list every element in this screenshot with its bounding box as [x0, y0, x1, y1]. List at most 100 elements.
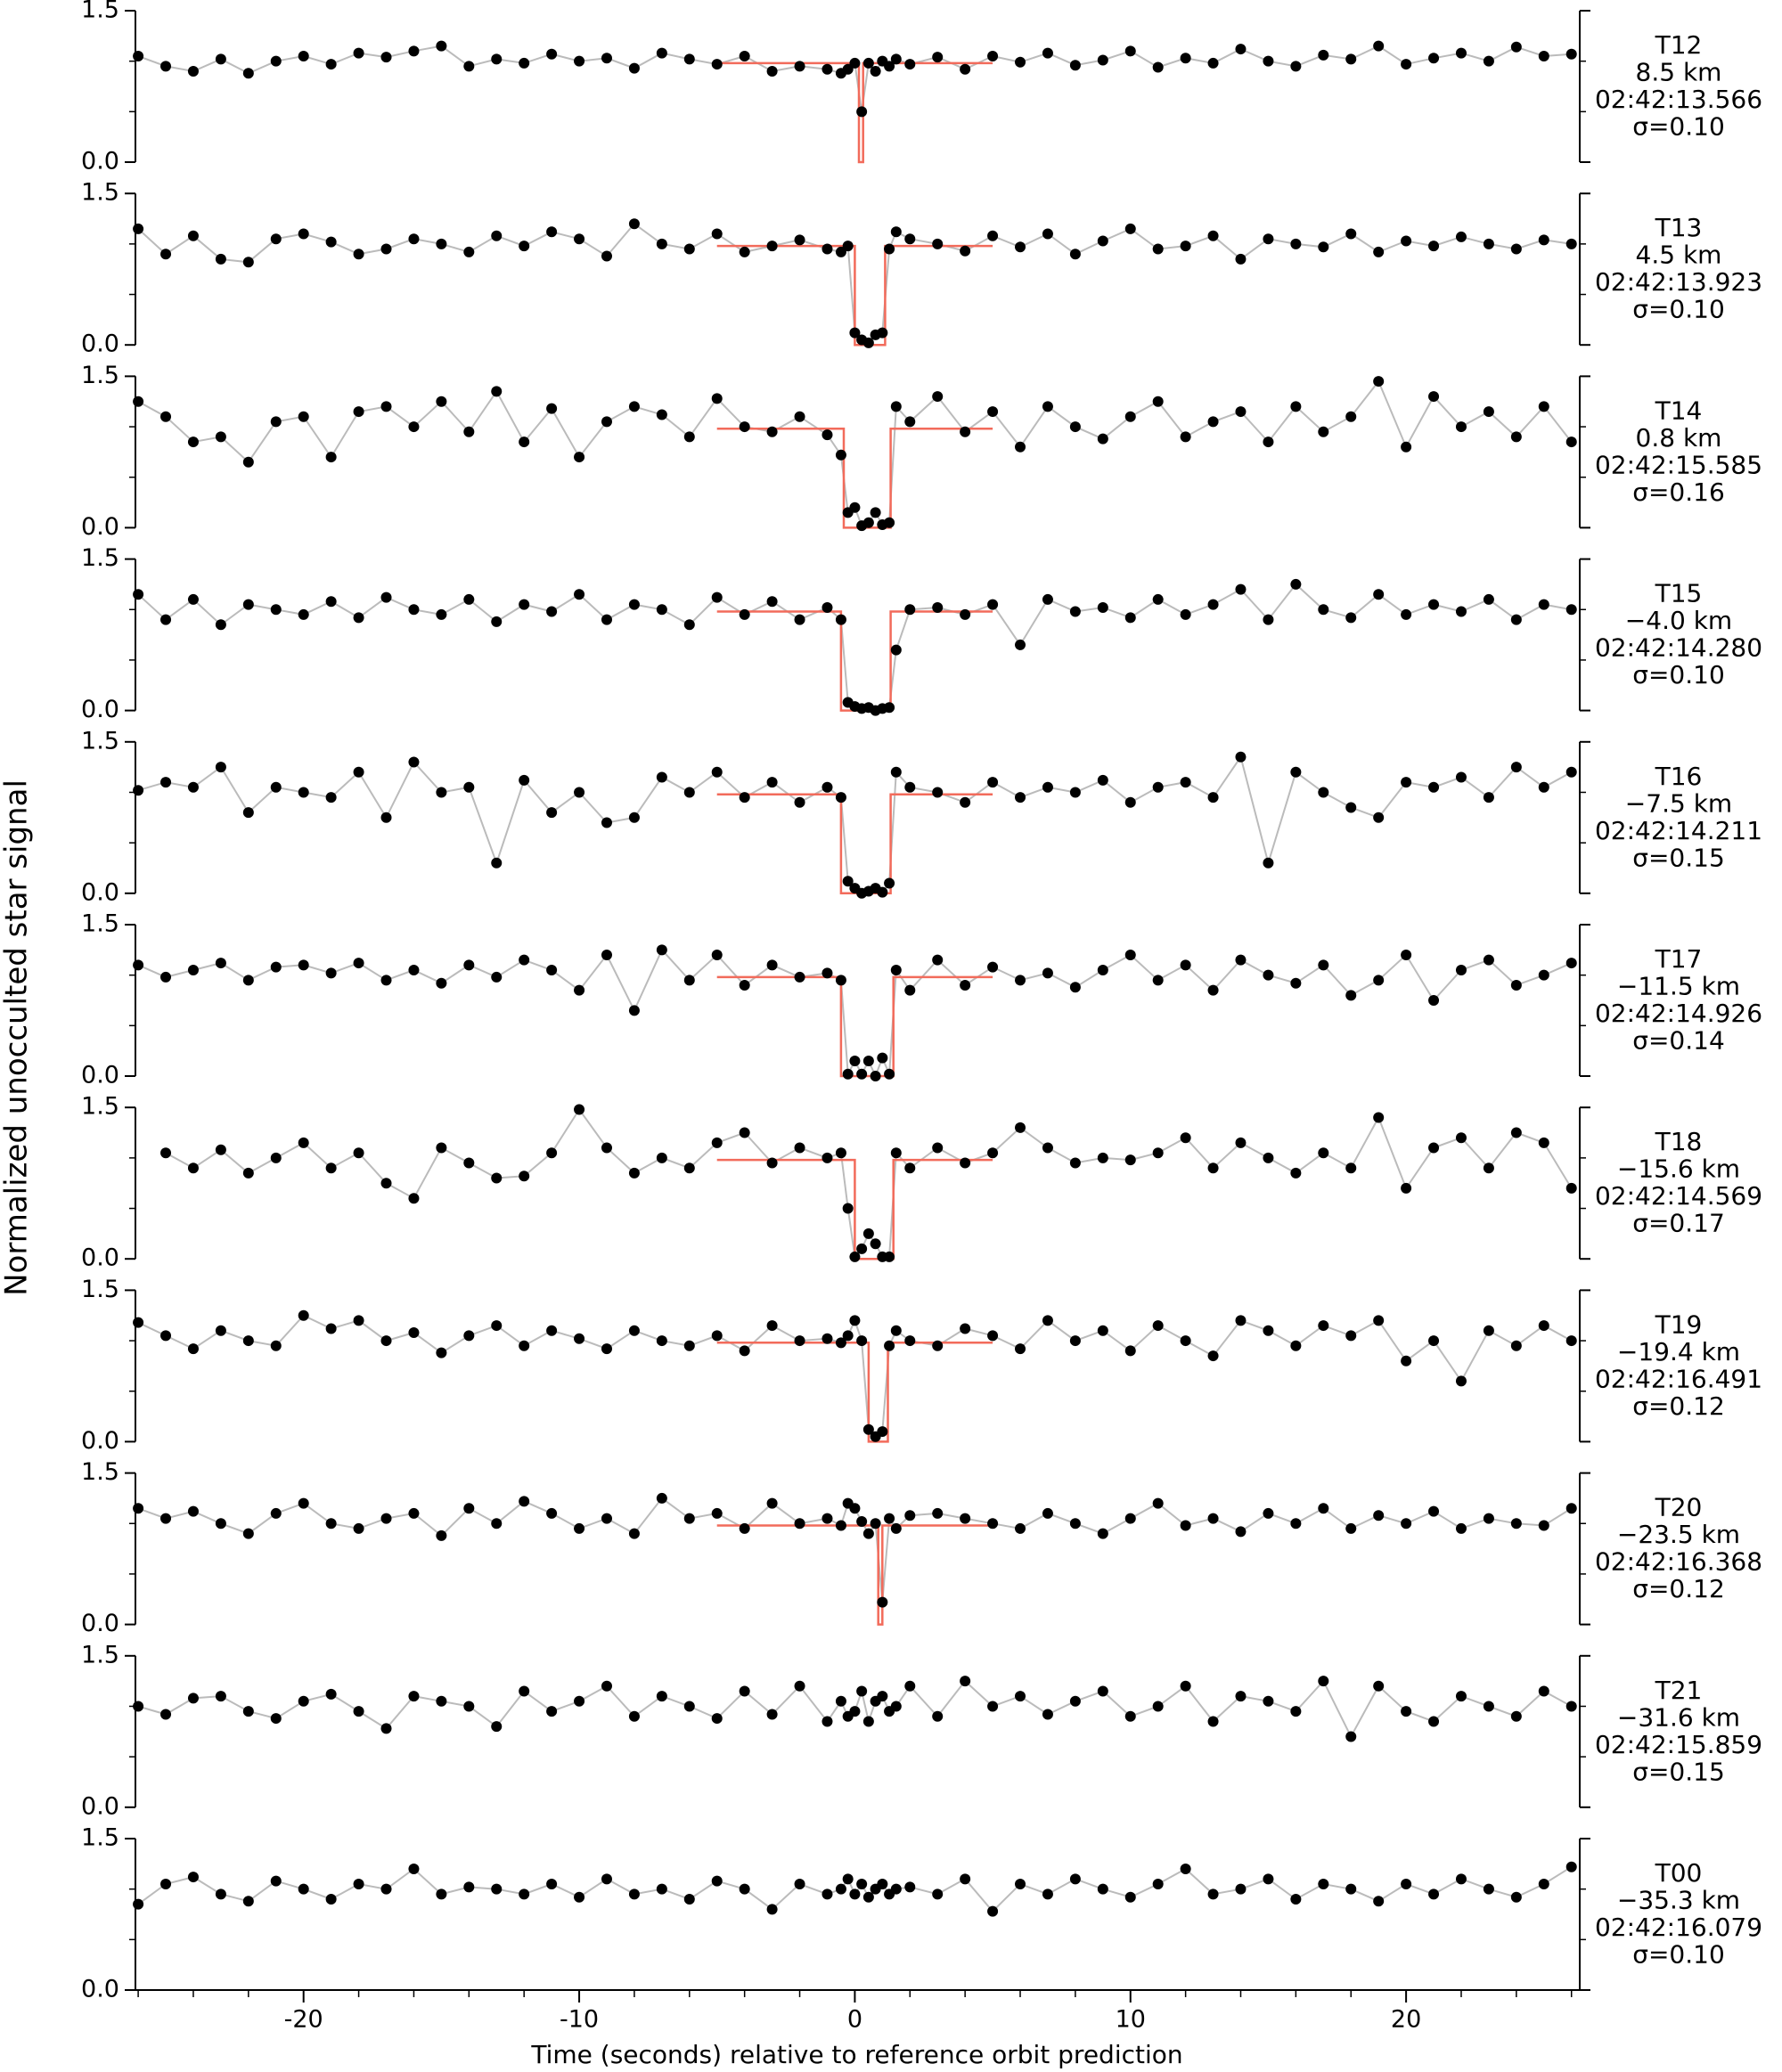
- y-tick-label: 1.5: [81, 1276, 119, 1303]
- data-point: [711, 393, 723, 404]
- data-point: [1345, 802, 1357, 813]
- data-point: [546, 807, 558, 819]
- data-point: [822, 602, 833, 613]
- data-point: [187, 781, 199, 793]
- data-point: [463, 1881, 475, 1893]
- data-point: [1538, 51, 1549, 61]
- data-point: [794, 411, 805, 422]
- data-point: [187, 1693, 199, 1704]
- data-point: [1180, 959, 1191, 971]
- data-point: [1152, 1879, 1164, 1889]
- data-point: [436, 977, 447, 989]
- data-point: [794, 1518, 805, 1530]
- data-point: [1263, 1507, 1274, 1519]
- data-point: [1097, 1685, 1108, 1697]
- data-point: [546, 1147, 558, 1159]
- data-point: [890, 965, 902, 975]
- data-point: [1510, 762, 1522, 773]
- data-point: [739, 1685, 750, 1697]
- data-line: [137, 45, 1572, 112]
- data-point: [1207, 792, 1219, 804]
- data-point: [711, 591, 723, 603]
- panel-sigma: σ=0.10: [1632, 112, 1725, 142]
- data-point: [133, 223, 144, 234]
- data-point: [870, 1518, 881, 1530]
- data-point: [298, 608, 309, 620]
- data-point: [574, 55, 585, 67]
- panel-name: T21: [1655, 1676, 1703, 1705]
- y-tick-label: 1.5: [81, 727, 119, 755]
- data-point: [766, 777, 778, 788]
- data-point: [932, 391, 944, 403]
- data-point: [856, 1068, 868, 1080]
- data-point: [1290, 1518, 1302, 1530]
- data-point: [380, 243, 392, 255]
- data-point: [298, 228, 309, 240]
- data-point: [1263, 1152, 1274, 1163]
- data-point: [1097, 235, 1108, 247]
- data-point: [1318, 959, 1329, 971]
- data-point: [884, 517, 895, 528]
- data-point: [215, 1325, 226, 1336]
- data-point: [519, 954, 530, 966]
- data-point: [380, 401, 392, 412]
- panel-name: T00: [1655, 1858, 1703, 1888]
- panel-sigma: σ=0.16: [1632, 477, 1725, 507]
- data-point: [270, 1713, 282, 1725]
- data-point: [242, 68, 254, 79]
- data-point: [325, 59, 337, 70]
- data-point: [1097, 1528, 1108, 1539]
- data-point: [904, 984, 916, 996]
- data-point: [160, 971, 172, 983]
- data-point: [835, 1520, 846, 1531]
- data-point: [1015, 1343, 1026, 1355]
- data-point: [463, 959, 475, 971]
- data-point: [325, 1894, 337, 1905]
- data-point: [628, 1167, 640, 1179]
- data-point: [1565, 1503, 1577, 1514]
- data-point: [1428, 599, 1440, 610]
- panel-sigma: σ=0.10: [1632, 1940, 1725, 1970]
- data-point: [1373, 975, 1385, 986]
- data-point: [574, 1891, 585, 1903]
- data-point: [1263, 436, 1274, 448]
- data-point: [862, 1423, 874, 1435]
- data-point: [1124, 1710, 1136, 1722]
- data-point: [1235, 44, 1247, 55]
- data-point: [133, 396, 144, 407]
- data-point: [766, 1320, 778, 1332]
- panel-distance: 4.5 km: [1636, 241, 1722, 270]
- data-point: [842, 1330, 854, 1342]
- data-point: [862, 1056, 874, 1066]
- data-point: [160, 1513, 172, 1524]
- data-point: [1373, 1510, 1385, 1521]
- data-point: [628, 1710, 640, 1722]
- data-point: [1455, 965, 1467, 975]
- data-point: [491, 1320, 503, 1332]
- model-line: [716, 428, 993, 529]
- data-point: [904, 1510, 916, 1521]
- panel-name: T13: [1655, 213, 1703, 242]
- data-point: [842, 876, 854, 887]
- data-point: [904, 1881, 916, 1893]
- data-point: [1290, 1894, 1302, 1905]
- data-point: [242, 1896, 254, 1907]
- data-point: [380, 975, 392, 986]
- data-point: [1538, 969, 1549, 981]
- data-point: [1483, 1701, 1494, 1712]
- data-point: [1455, 771, 1467, 783]
- data-point: [574, 984, 585, 996]
- data-point: [960, 1323, 971, 1334]
- data-point: [133, 785, 144, 796]
- data-point: [1401, 59, 1412, 70]
- data-point: [862, 1716, 874, 1727]
- data-point: [1235, 1691, 1247, 1702]
- data-point: [1428, 1716, 1440, 1727]
- data-point: [849, 1503, 861, 1514]
- data-point: [1455, 1522, 1467, 1534]
- data-point: [1263, 969, 1274, 981]
- data-point: [160, 777, 172, 788]
- panel-sigma: σ=0.12: [1632, 1391, 1725, 1421]
- data-point: [298, 1497, 309, 1509]
